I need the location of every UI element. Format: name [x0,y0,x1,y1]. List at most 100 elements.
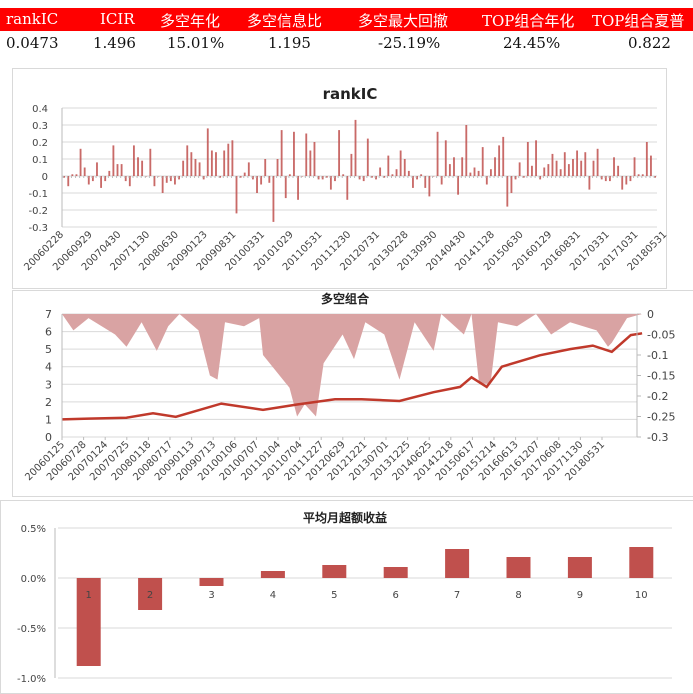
y-left-tick-label: 6 [45,326,52,339]
ic-bar [645,142,648,176]
decile-bar [629,547,654,578]
ic-bar [338,130,341,176]
ic-bar [100,176,103,188]
value-0: 0.0473 [6,34,59,52]
ic-bar [272,176,275,222]
ic-bar [83,167,86,176]
value-6: 0.822 [628,34,671,52]
ic-bar [633,157,636,176]
ic-bar [477,170,480,176]
y-right-tick-label: 0 [647,308,654,321]
value-2: 15.01% [167,34,225,52]
ic-bar [366,138,369,176]
ic-bar [510,176,513,193]
y-left-tick-label: 2 [45,396,52,409]
ic-bar [563,152,566,176]
ic-bar [256,176,258,193]
ic-bar [584,152,587,176]
ic-bar [420,174,423,176]
decile-bar [199,578,224,586]
ic-bar [559,169,562,176]
ic-bar [440,176,443,185]
ic-bar [370,176,373,178]
decile-bar [506,557,531,578]
ic-bar [297,176,299,200]
ic-bar [79,148,82,176]
ic-bar [522,176,525,178]
ic-bar [399,150,402,176]
y-left-tick-label: 7 [45,308,52,321]
ic-bar [407,170,410,176]
y-tick-label: 0.3 [32,121,48,132]
x-category-label: 9 [577,590,583,601]
ic-bar [354,119,357,176]
ic-bar [604,176,607,182]
y-tick-label: 0.2 [32,138,48,149]
ic-bar [260,176,263,185]
ic-bar [301,176,304,177]
ic-bar [654,176,656,178]
y-tick-label: 0.5% [21,524,46,535]
y-left-tick-label: 1 [45,413,52,426]
y-tick-label: -1.0% [17,674,46,685]
value-4: -25.19% [378,34,441,52]
ic-bar [276,159,279,176]
y-tick-label: 0.4 [32,104,48,115]
header-5: TOP组合年化 [482,12,575,30]
ic-bar [215,152,217,176]
drawdown-area [62,314,643,417]
ic-bar [613,157,615,176]
ic-bar [576,150,579,176]
ic-bar [481,147,484,176]
ic-bar [588,176,591,190]
ic-bar [186,145,189,176]
ic-bar [539,176,542,180]
x-category-label: 7 [454,590,460,601]
y-right-tick-label: -0.15 [647,370,675,383]
decile-bar [383,567,408,578]
ic-bar [432,176,435,177]
decile-bar [138,578,163,610]
header-1: ICIR [100,10,135,28]
y-tick-label: -0.1 [28,189,48,200]
ic-bar [489,169,492,176]
value-3: 1.195 [268,34,311,52]
ic-bar [444,140,447,176]
ic-bar [518,162,521,176]
ic-bar [243,172,246,176]
ic-bar [153,176,156,187]
ic-bar [104,176,107,182]
ic-bar [169,176,172,182]
ic-bar [247,162,250,176]
ic-bar [264,159,267,176]
ic-bar [231,140,234,176]
chart-title: 多空组合 [321,291,370,306]
decile-bar [445,549,470,578]
x-category-label: 1 [86,590,92,601]
ic-bar [219,176,222,178]
ic-bar [621,176,624,190]
ic-bar [498,145,501,176]
excess-return-chart-frame [0,500,693,694]
ic-bar [350,153,353,176]
ic-bar [362,176,365,182]
header-4: 多空最大回撤 [358,12,449,30]
ic-bar [235,176,238,214]
ic-bar [391,174,394,176]
y-left-tick-label: 4 [45,361,52,374]
ic-bar [309,150,312,176]
ic-bar [132,145,135,176]
decile-bar [76,578,101,666]
ic-bar [317,176,320,180]
ic-bar [157,176,160,177]
ic-bar [641,174,644,176]
x-category-label: 5 [331,590,337,601]
longshort-chart: 多空组合 7 6 5 4 3 2 1 0 0 -0.05 -0.1 -0.15 -0.2 -0.25 -0.3… [23,291,675,483]
ic-bar [535,140,537,176]
y-left-tick-label: 3 [45,378,52,391]
ic-bar [210,150,213,176]
ic-bar [358,176,361,180]
ic-bar [178,176,180,180]
ic-bar [91,176,94,182]
ic-bar [514,176,517,180]
